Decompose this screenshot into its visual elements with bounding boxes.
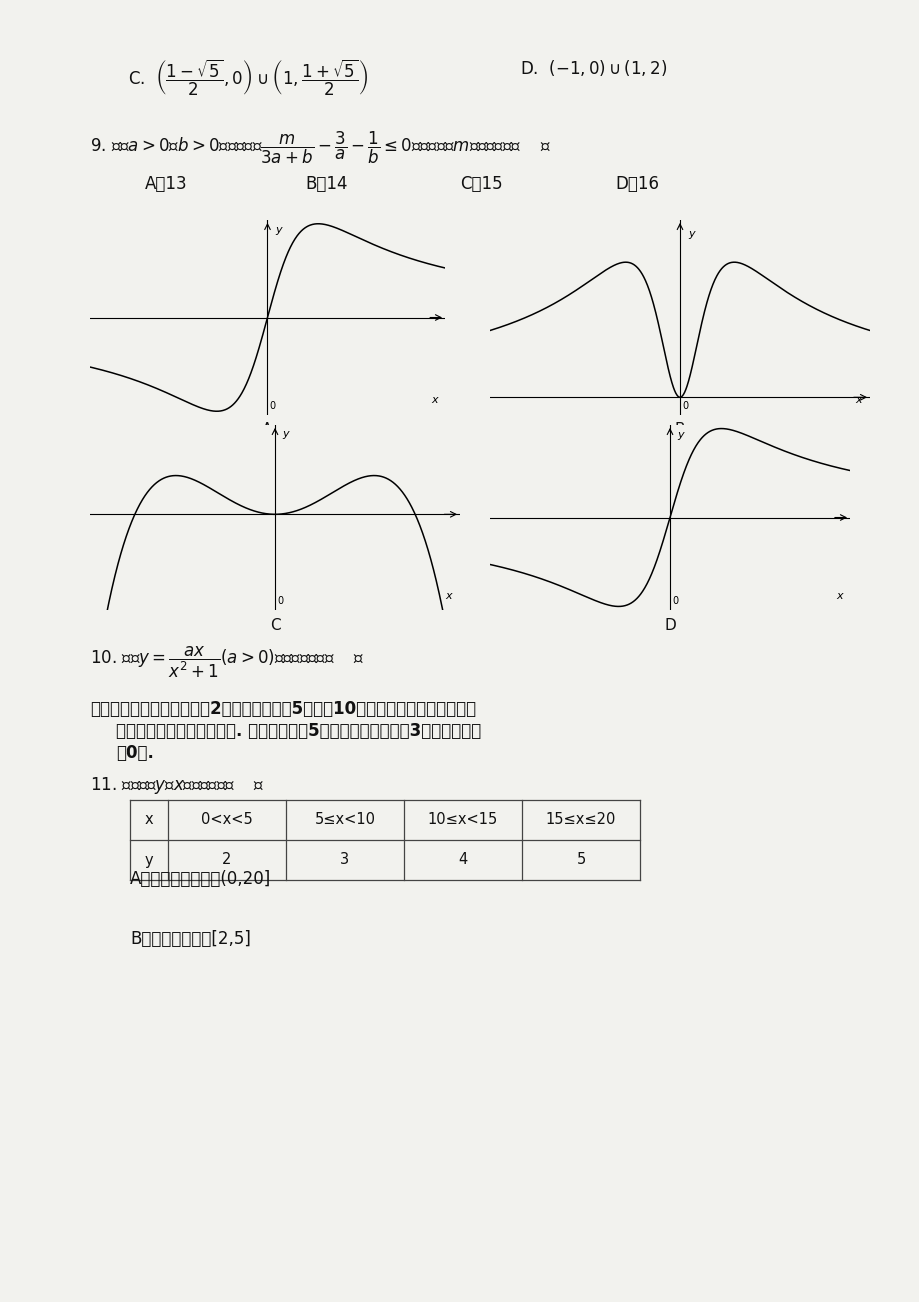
Text: $x$: $x$ <box>445 591 454 600</box>
Text: 5: 5 <box>575 853 585 867</box>
Text: 3: 3 <box>340 853 349 867</box>
Text: 15≤x≤20: 15≤x≤20 <box>545 812 616 828</box>
Text: $y$: $y$ <box>686 229 696 241</box>
Text: $0$: $0$ <box>671 594 678 607</box>
Text: 10. 函数$y=\dfrac{ax}{x^{2}+1}$$(a>0)$的图象大致为（    ）: 10. 函数$y=\dfrac{ax}{x^{2}+1}$$(a>0)$的图象大… <box>90 644 364 681</box>
Text: 0<x<5: 0<x<5 <box>201 812 253 828</box>
Text: 项中，有多项符合题目要求. 全部选对的得5分，选对但不全的得3分，有选错的: 项中，有多项符合题目要求. 全部选对的得5分，选对但不全的得3分，有选错的 <box>116 723 481 740</box>
Text: C．15: C．15 <box>460 174 502 193</box>
Text: 5≤x<10: 5≤x<10 <box>314 812 375 828</box>
Text: 9. 已知$a>0$，$b>0$，若不等式$\dfrac{m}{3a+b}-\dfrac{3}{a}-\dfrac{1}{b}\leq 0$恒成立，则$m$的最: 9. 已知$a>0$，$b>0$，若不等式$\dfrac{m}{3a+b}-\d… <box>90 130 550 167</box>
Text: 10≤x<15: 10≤x<15 <box>427 812 497 828</box>
Text: $0$: $0$ <box>269 400 277 411</box>
Text: $x$: $x$ <box>430 396 439 405</box>
Text: 2: 2 <box>222 853 232 867</box>
Text: $x$: $x$ <box>834 591 844 600</box>
Text: $x$: $x$ <box>854 396 863 405</box>
Text: $y$: $y$ <box>676 430 686 441</box>
Text: x: x <box>144 812 153 828</box>
Text: B．函数的值域是[2,5]: B．函数的值域是[2,5] <box>130 930 251 948</box>
Text: 的0分.: 的0分. <box>116 743 153 762</box>
Text: A．函数的定义域是(0,20]: A．函数的定义域是(0,20] <box>130 870 271 888</box>
Text: 4: 4 <box>458 853 467 867</box>
Text: B: B <box>674 422 685 437</box>
Text: A: A <box>262 422 272 437</box>
Text: C.  $\left(\dfrac{1-\sqrt{5}}{2},0\right)\cup\left(1,\dfrac{1+\sqrt{5}}{2}\right: C. $\left(\dfrac{1-\sqrt{5}}{2},0\right)… <box>128 59 369 98</box>
Text: 11. 下表表示$y$是$x$的函数，则（    ）: 11. 下表表示$y$是$x$的函数，则（ ） <box>90 775 265 796</box>
Text: A．13: A．13 <box>145 174 187 193</box>
Text: B．14: B．14 <box>305 174 347 193</box>
Text: $y$: $y$ <box>282 430 291 441</box>
Text: D: D <box>664 618 675 633</box>
Text: $0$: $0$ <box>681 400 688 411</box>
Text: 二、多项选择题：本大题共2个小题，每小题5分，共10分，在每小题给出的四个选: 二、多项选择题：本大题共2个小题，每小题5分，共10分，在每小题给出的四个选 <box>90 700 476 717</box>
Text: $0$: $0$ <box>277 594 284 607</box>
Text: C: C <box>269 618 280 633</box>
Text: y: y <box>144 853 153 867</box>
Text: D.  $(-1,0)\cup(1,2)$: D. $(-1,0)\cup(1,2)$ <box>519 59 666 78</box>
Text: $y$: $y$ <box>274 225 283 237</box>
Text: D．16: D．16 <box>614 174 658 193</box>
